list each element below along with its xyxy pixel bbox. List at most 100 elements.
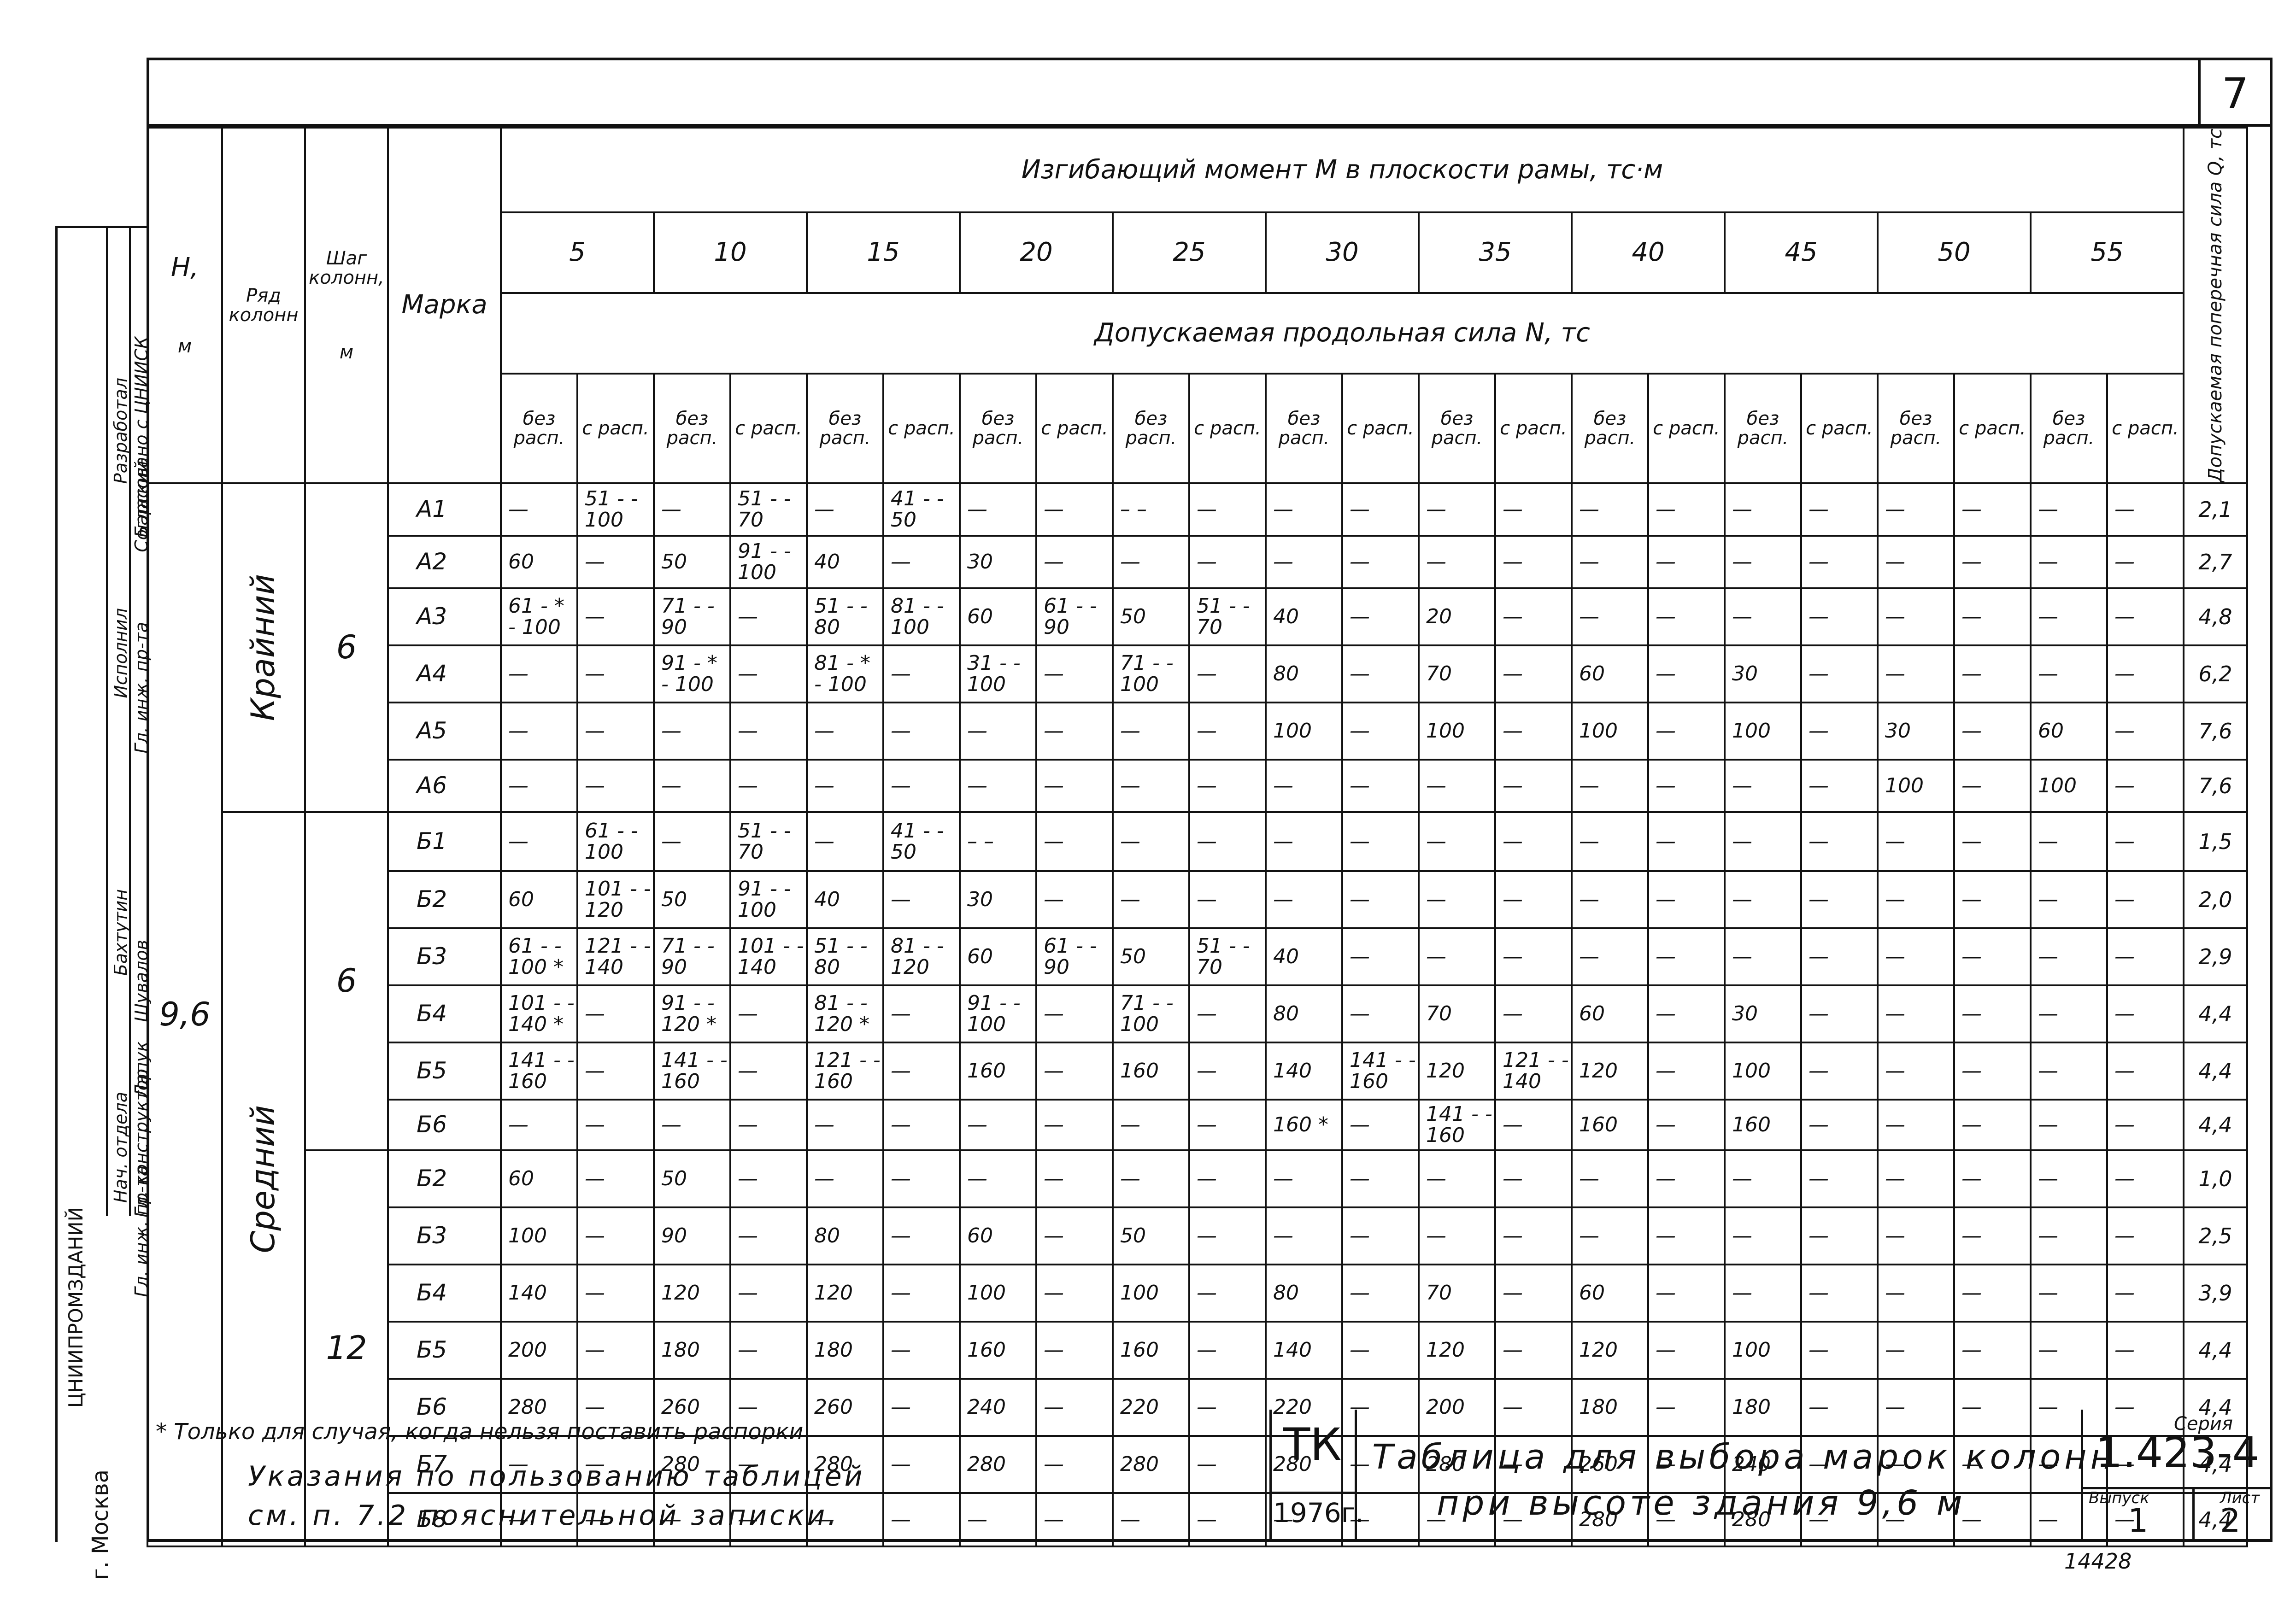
force-cell: – – — [1112, 482, 1190, 537]
force-cell: — — [576, 701, 655, 761]
force-cell: — — [1647, 758, 1726, 813]
force-cell: — — [1112, 701, 1190, 761]
force-cell: 50 — [653, 870, 731, 929]
force-cell: — — [1341, 1149, 1420, 1208]
force-cell: — — [1800, 701, 1879, 761]
force-cell: — — [1341, 1377, 1420, 1437]
force-cell: — — [576, 1492, 655, 1547]
force-cell: — — [1647, 870, 1726, 929]
force-cell: — — [576, 1041, 655, 1101]
force-cell: — — [1265, 811, 1343, 872]
force-cell: 91 - - 100 — [959, 984, 1037, 1043]
force-cell: — — [1647, 1434, 1726, 1494]
force-cell: — — [1035, 1206, 1114, 1265]
column-mark: Б1 — [387, 811, 502, 872]
column-mark: Б6 — [387, 1098, 502, 1151]
force-cell: — — [1953, 1320, 2032, 1380]
no-strut-header: без расп. — [653, 373, 731, 484]
force-cell: — — [1877, 1149, 1955, 1208]
force-cell: — — [1877, 870, 1955, 929]
q-value: 4,4 — [2183, 1041, 2248, 1101]
title-block: * Только для случая, когда нельзя постав… — [147, 1410, 2273, 1542]
force-cell: — — [1877, 1098, 1955, 1151]
force-cell: — — [2106, 1149, 2184, 1208]
table-row: Б4 140—120—120—100—100—80—70—60— — — — — — —3,9 — [147, 1263, 2248, 1323]
force-cell: 60 — [500, 1149, 578, 1208]
force-cell: — — [576, 1206, 655, 1265]
force-cell: — — [882, 1492, 961, 1547]
force-cell: — — [729, 1492, 808, 1547]
force-cell: — — [576, 1098, 655, 1151]
force-cell: — — [882, 534, 961, 589]
with-strut-header: с расп. — [1035, 373, 1114, 484]
issue-label: Выпуск — [2089, 1489, 2149, 1507]
force-cell: — — [806, 701, 884, 761]
column-selection-table: H, м Ряд колонн Шаг колонн, м Марка Изгиба… — [147, 126, 2248, 1547]
force-cell: 40 — [1265, 587, 1343, 646]
force-cell: — — [576, 1377, 655, 1437]
force-cell: — — [1265, 758, 1343, 813]
force-cell: 51 - - 70 — [1188, 927, 1267, 986]
force-cell: — — [1112, 811, 1190, 872]
force-cell: — — [2106, 1377, 2184, 1437]
h-header: H, м — [147, 127, 223, 484]
force-cell: — — [1647, 1206, 1726, 1265]
force-cell: — — [2106, 1041, 2184, 1101]
table-row: А4— —91 - * - 100—81 - * - 100—31 - - 100… — [147, 644, 2248, 703]
force-cell: — — [1494, 1149, 1573, 1208]
force-cell: — — [500, 644, 578, 703]
force-cell: — — [1494, 758, 1573, 813]
force-cell: — — [1724, 811, 1802, 872]
column-mark: А4 — [387, 644, 502, 703]
force-cell: — — [1800, 587, 1879, 646]
force-cell: — — [1341, 1434, 1420, 1494]
column-step: 6 — [304, 811, 389, 1151]
force-cell: — — [576, 984, 655, 1043]
force-cell: — — [1494, 927, 1573, 986]
force-cell: 70 — [1418, 984, 1496, 1043]
force-cell: — — [1188, 1492, 1267, 1547]
force-cell: — — [1188, 1206, 1267, 1265]
force-cell: — — [1724, 927, 1802, 986]
force-cell: 60 — [1571, 644, 1649, 703]
force-cell: — — [1035, 870, 1114, 929]
force-cell: — — [1877, 984, 1955, 1043]
force-cell: 71 - - 90 — [653, 927, 731, 986]
force-cell: — — [1647, 811, 1726, 872]
force-cell: — — [1877, 1377, 1955, 1437]
force-cell: — — [2106, 1206, 2184, 1265]
force-cell: — — [882, 1098, 961, 1151]
force-cell: — — [1724, 1206, 1802, 1265]
force-cell: — — [959, 1098, 1037, 1151]
force-cell: — — [1800, 927, 1879, 986]
moment-header: Изгибающий момент M в плоскости рамы, тс… — [500, 126, 2184, 214]
force-cell: — — [1035, 1041, 1114, 1101]
force-cell: — — [1112, 1098, 1190, 1151]
force-cell: — — [1953, 927, 2032, 986]
force-cell: 51 - - 80 — [806, 927, 884, 986]
q-value: 6,2 — [2183, 644, 2248, 703]
force-cell: 60 — [500, 870, 578, 929]
force-cell: — — [2030, 1041, 2108, 1101]
sheet-label: Лист — [2220, 1489, 2260, 1507]
force-cell: 41 - - 50 — [882, 482, 961, 537]
force-cell: — — [1188, 482, 1267, 537]
force-cell: 160 — [959, 1041, 1037, 1101]
force-cell: — — [1112, 758, 1190, 813]
force-cell: — — [500, 1492, 578, 1547]
force-cell: 101 - - 140 * — [500, 984, 578, 1043]
force-cell: — — [1953, 984, 2032, 1043]
force-cell: 120 — [1418, 1320, 1496, 1380]
force-cell: 280 — [1418, 1434, 1496, 1494]
force-cell: 200 — [500, 1320, 578, 1380]
force-cell: — — [806, 1098, 884, 1151]
force-cell: — — [1647, 644, 1726, 703]
column-mark: Б5 — [387, 1041, 502, 1101]
table-row: Б6— — — — — — — — — —160 * —141 - - 160—160—160— — —… — [147, 1098, 2248, 1151]
force-cell: — — [1112, 1149, 1190, 1208]
force-cell: — — [959, 1149, 1037, 1208]
force-cell: — — [1877, 1492, 1955, 1547]
force-cell: 91 - - 120 * — [653, 984, 731, 1043]
column-mark: А1 — [387, 482, 502, 537]
table-row: Б4 101 - - 140 * —91 - - 120 * —81 - - 120 … — [147, 984, 2248, 1043]
